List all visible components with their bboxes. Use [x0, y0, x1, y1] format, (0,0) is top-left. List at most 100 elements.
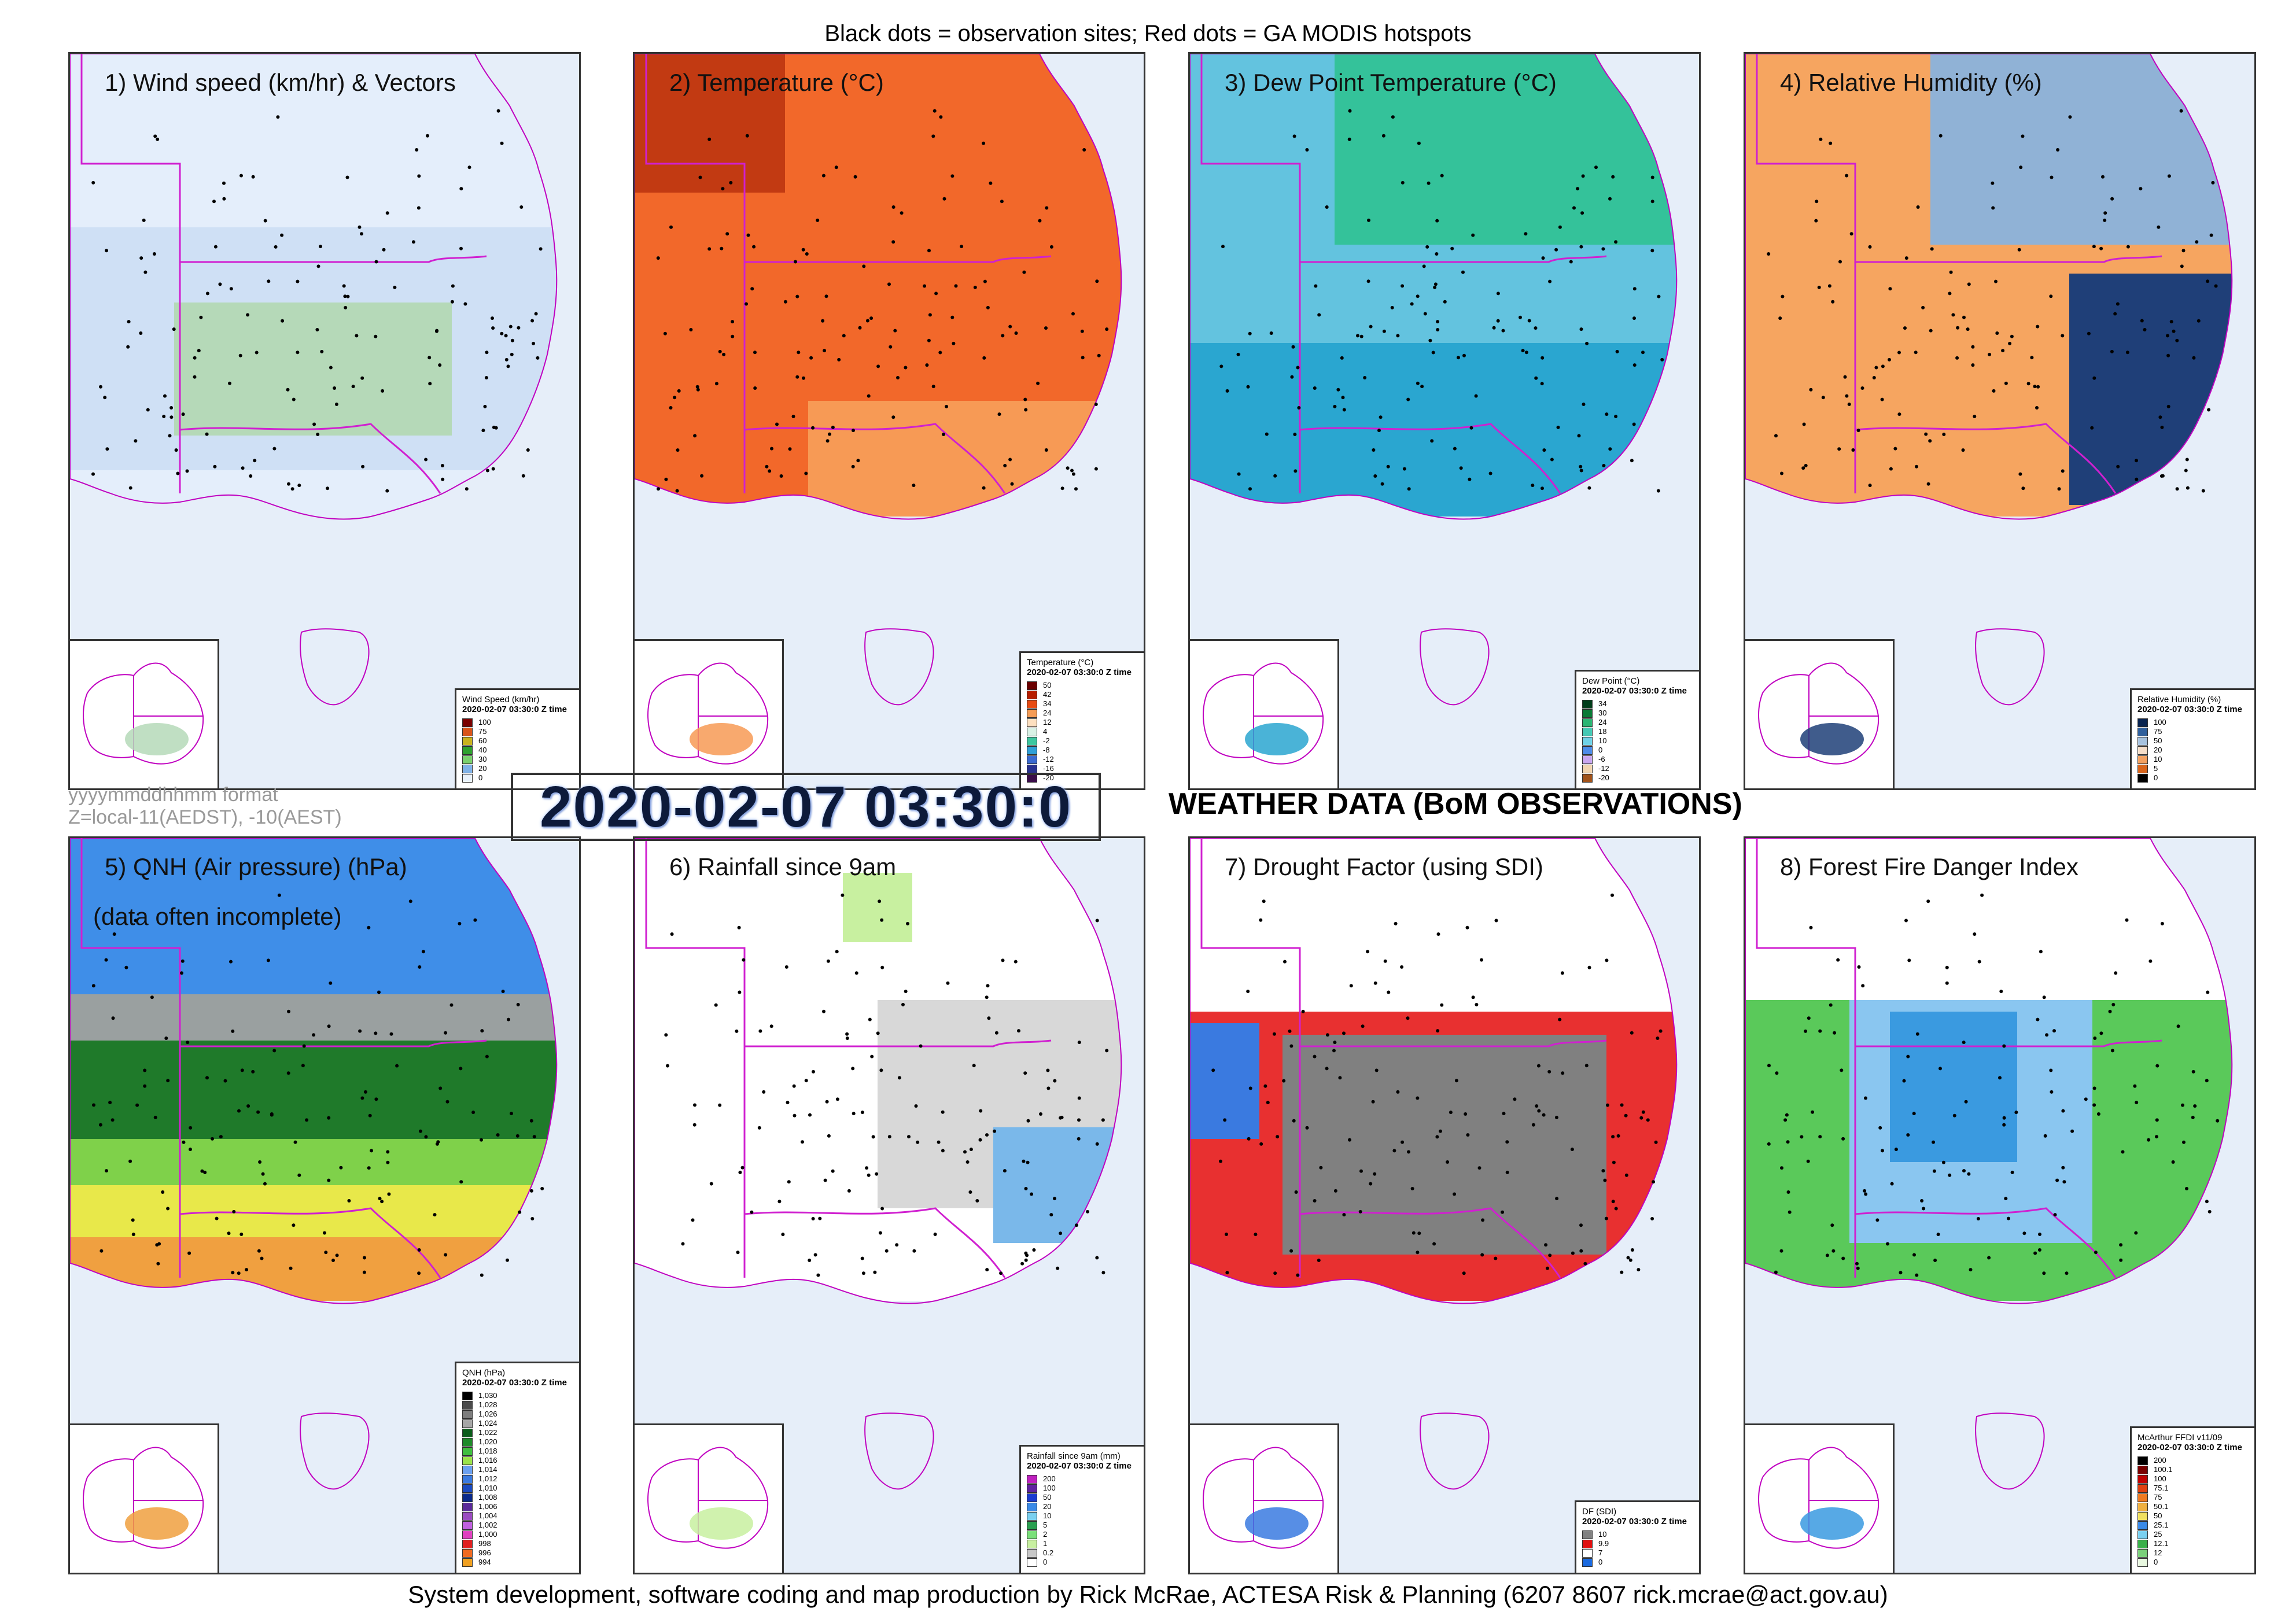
legend-title: Rainfall since 9am (mm): [1027, 1451, 1121, 1461]
legend-item: 100: [1027, 1484, 1140, 1493]
legend-item: 100: [2137, 718, 2251, 727]
legend-item: 42: [1027, 690, 1140, 699]
australia-inset-map: [1190, 639, 1339, 788]
legend-swatch: [462, 746, 473, 755]
legend-label: 50.1: [2154, 1502, 2169, 1511]
legend-title: QNH (hPa): [462, 1367, 506, 1378]
legend-item: 1,022: [462, 1428, 576, 1437]
legend-swatch: [2137, 1474, 2148, 1484]
legend-label: 60: [478, 736, 487, 745]
legend-item: -16: [1027, 764, 1140, 773]
legend-label: 75: [2154, 726, 2162, 736]
legend-time: 2020-02-07 03:30:0 Z time: [462, 704, 567, 714]
australia-inset-map: [70, 1423, 219, 1573]
legend-label: 50: [1043, 1492, 1052, 1502]
legend-swatch: [1027, 755, 1037, 764]
legend-swatch: [462, 718, 473, 727]
legend-label: 24: [1598, 717, 1607, 726]
legend-label: 20: [1043, 1502, 1052, 1511]
map-legend: McArthur FFDI v11/09 2020-02-07 03:30:0 Z…: [2130, 1426, 2254, 1573]
map-legend: Dew Point (°C) 2020-02-07 03:30:0 Z time 3…: [1575, 669, 1699, 788]
legend-item: 0: [2137, 1558, 2251, 1567]
format-note: yyyymmddhhmm format Z=local-11(AEDST), -…: [68, 784, 342, 829]
legend-item: -12: [1027, 755, 1140, 764]
legend-label: 1,030: [478, 1390, 497, 1400]
legend-item: 1,000: [462, 1530, 576, 1539]
legend-label: 1,022: [478, 1427, 497, 1437]
legend-item: 4: [1027, 727, 1140, 736]
legend-item: 75: [462, 727, 576, 736]
legend-item: 0: [2137, 773, 2251, 783]
legend-item: 25.1: [2137, 1521, 2251, 1530]
legend-item: 200: [2137, 1456, 2251, 1465]
legend-label: 12.1: [2154, 1539, 2169, 1548]
legend-label: 1,008: [478, 1492, 497, 1502]
legend-item: 1,028: [462, 1400, 576, 1410]
legend-label: 994: [478, 1557, 491, 1566]
legend-swatch: [2137, 1530, 2148, 1539]
legend-swatch: [1027, 718, 1037, 727]
legend-item: 50: [1027, 1493, 1140, 1502]
map-legend: Rainfall since 9am (mm) 2020-02-07 03:30:…: [1019, 1444, 1144, 1573]
legend-item: 100: [462, 718, 576, 727]
panel-title: 2) Temperature (°C): [669, 69, 884, 96]
legend-item: 0: [1582, 746, 1696, 755]
australia-inset-map: [1745, 639, 1895, 788]
legend-swatch: [1027, 1502, 1037, 1511]
legend-time: 2020-02-07 03:30:0 Z time: [2137, 704, 2242, 714]
legend-swatch: [462, 1410, 473, 1419]
legend-label: 24: [1043, 708, 1052, 717]
legend-item: 2: [1027, 1530, 1140, 1539]
legend-label: 10: [2154, 754, 2162, 763]
australia-inset-map: [1190, 1423, 1339, 1573]
legend-item: 34: [1027, 699, 1140, 709]
australia-inset-map: [635, 639, 784, 788]
legend-item: 100.1: [2137, 1465, 2251, 1474]
section-banner: WEATHER DATA (BoM OBSERVATIONS): [1169, 787, 1742, 821]
panel-title: 4) Relative Humidity (%): [1780, 69, 2042, 96]
legend-swatch: [1027, 1511, 1037, 1521]
legend-item: 50: [1027, 681, 1140, 690]
legend-item: 1,020: [462, 1437, 576, 1447]
legend-swatch: [462, 1539, 473, 1548]
legend-swatch: [1582, 746, 1593, 755]
legend-item: 50.1: [2137, 1502, 2251, 1511]
legend-swatch: [462, 1511, 473, 1521]
legend-time: 2020-02-07 03:30:0 Z time: [462, 1377, 567, 1388]
legend-swatch: [1582, 1530, 1593, 1539]
legend-label: 4: [1043, 726, 1048, 736]
panel-subtitle: (data often incomplete): [93, 903, 342, 930]
legend-label: 10: [1043, 1511, 1052, 1520]
legend-swatch: [1582, 1558, 1593, 1567]
legend-item: 10: [1582, 1530, 1696, 1539]
format-line-2: Z=local-11(AEDST), -10(AEST): [68, 806, 342, 829]
legend-swatch: [1027, 1521, 1037, 1530]
legend-label: -2: [1043, 736, 1050, 745]
legend-item: 1,010: [462, 1484, 576, 1493]
legend-label: 42: [1043, 689, 1052, 699]
legend-label: 0: [2154, 773, 2158, 782]
legend-swatch: [1582, 764, 1593, 773]
footer-credit: System development, software coding and …: [408, 1581, 1888, 1608]
legend-label: 34: [1598, 699, 1607, 708]
legend-swatch: [2137, 1484, 2148, 1493]
legend-swatch: [1027, 1539, 1037, 1548]
legend-swatch: [462, 1400, 473, 1410]
legend-label: 9.9: [1598, 1539, 1609, 1548]
legend-item: -2: [1027, 736, 1140, 746]
legend-label: 100: [2154, 1474, 2166, 1483]
legend-swatch: [462, 736, 473, 746]
legend-swatch: [1582, 773, 1593, 783]
legend-item: 20: [462, 764, 576, 773]
legend-swatch: [1027, 1548, 1037, 1558]
legend-label: 34: [1043, 699, 1052, 708]
legend-item: 1,030: [462, 1391, 576, 1400]
legend-label: 1: [1043, 1539, 1048, 1548]
panel-temperature: 2) Temperature (°C) Temperature (°C) 2020-…: [633, 52, 1145, 790]
legend-swatch: [1582, 755, 1593, 764]
legend-swatch: [462, 1465, 473, 1474]
legend-swatch: [2137, 1493, 2148, 1502]
legend-item: 24: [1582, 718, 1696, 727]
legend-label: 1,012: [478, 1474, 497, 1483]
legend-label: 30: [478, 754, 487, 763]
